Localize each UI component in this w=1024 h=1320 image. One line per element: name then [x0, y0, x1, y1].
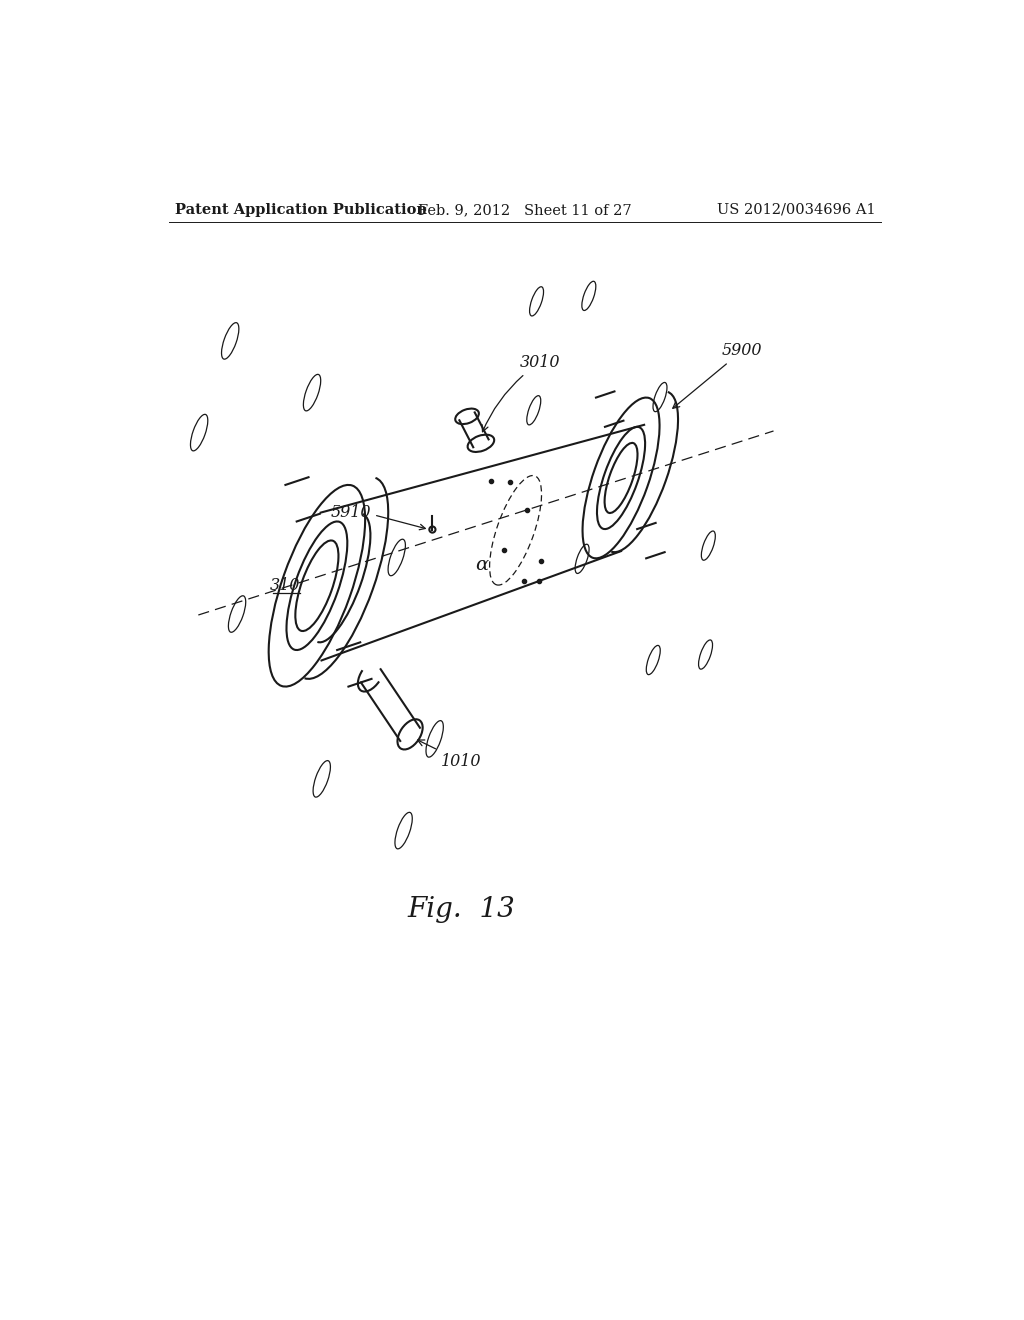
Text: 5910: 5910 — [331, 504, 371, 521]
Text: Patent Application Publication: Patent Application Publication — [175, 203, 427, 216]
Text: 3010: 3010 — [482, 354, 560, 432]
Text: Fig.  13: Fig. 13 — [408, 896, 515, 923]
Text: 310: 310 — [269, 577, 300, 594]
Text: US 2012/0034696 A1: US 2012/0034696 A1 — [717, 203, 876, 216]
Text: 5900: 5900 — [673, 342, 763, 408]
Text: 1010: 1010 — [418, 741, 481, 770]
Text: α: α — [475, 556, 488, 574]
Text: Feb. 9, 2012   Sheet 11 of 27: Feb. 9, 2012 Sheet 11 of 27 — [418, 203, 632, 216]
